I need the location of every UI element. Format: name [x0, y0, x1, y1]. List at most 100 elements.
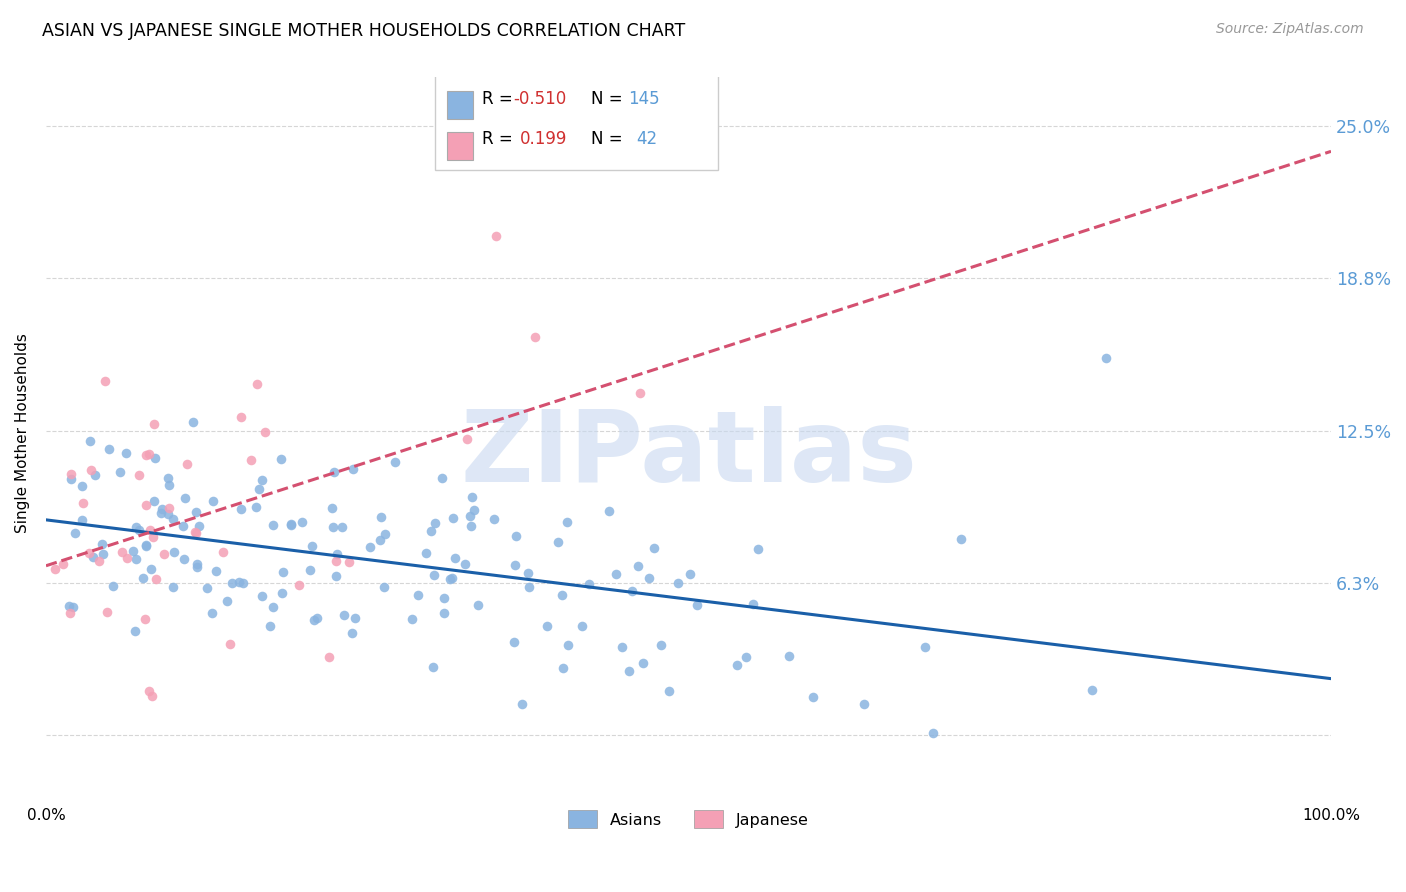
Point — [128, 467, 150, 482]
Text: 0.199: 0.199 — [520, 130, 568, 148]
Point — [322, 465, 344, 479]
Point — [111, 545, 134, 559]
Point — [598, 504, 620, 518]
Point — [162, 580, 184, 594]
Point — [280, 518, 302, 533]
Point — [578, 577, 600, 591]
Point — [406, 588, 429, 602]
Text: 100.0%: 100.0% — [1302, 808, 1360, 823]
Point — [337, 555, 360, 569]
Point — [188, 519, 211, 533]
Point — [80, 463, 103, 477]
Point — [368, 533, 391, 548]
Point — [124, 624, 146, 639]
Point — [621, 583, 644, 598]
Point — [949, 532, 972, 546]
Point — [153, 548, 176, 562]
Point — [332, 520, 354, 534]
Point — [617, 665, 640, 679]
Point — [1095, 351, 1118, 365]
Point — [245, 500, 267, 515]
Point — [125, 552, 148, 566]
Point — [778, 648, 800, 663]
Point — [163, 545, 186, 559]
Point — [83, 467, 105, 482]
Point — [135, 537, 157, 551]
Point — [240, 453, 263, 467]
Point — [332, 608, 354, 623]
Point — [59, 606, 82, 620]
FancyBboxPatch shape — [436, 75, 718, 170]
Point — [343, 611, 366, 625]
Point — [666, 576, 689, 591]
Point — [156, 507, 179, 521]
Point — [96, 605, 118, 619]
Point — [217, 593, 239, 607]
Point — [183, 525, 205, 540]
Point — [142, 530, 165, 544]
Text: N =: N = — [591, 89, 627, 108]
Point — [259, 619, 281, 633]
Legend: Asians, Japanese: Asians, Japanese — [562, 804, 815, 834]
Point — [555, 516, 578, 530]
Point — [115, 446, 138, 460]
Point — [157, 500, 180, 515]
Point — [143, 451, 166, 466]
Point — [460, 508, 482, 523]
Point — [204, 564, 226, 578]
Point — [228, 574, 250, 589]
Point — [456, 433, 478, 447]
Point — [401, 612, 423, 626]
Point — [201, 494, 224, 508]
Point — [176, 457, 198, 471]
Point — [433, 606, 456, 620]
Point — [679, 566, 702, 581]
Point — [186, 560, 208, 574]
Point — [79, 434, 101, 449]
Text: 0.0%: 0.0% — [27, 808, 65, 823]
Point — [253, 425, 276, 440]
Point — [433, 591, 456, 606]
Point — [108, 465, 131, 479]
Point — [747, 541, 769, 556]
Point — [505, 529, 527, 543]
Text: 42: 42 — [636, 130, 657, 148]
Point — [232, 575, 254, 590]
Point — [82, 549, 104, 564]
Point — [91, 547, 114, 561]
Point — [536, 619, 558, 633]
Point — [460, 518, 482, 533]
Point — [503, 635, 526, 649]
Text: ASIAN VS JAPANESE SINGLE MOTHER HOUSEHOLDS CORRELATION CHART: ASIAN VS JAPANESE SINGLE MOTHER HOUSEHOL… — [42, 22, 686, 40]
Point — [150, 501, 173, 516]
Point — [173, 491, 195, 505]
Point — [250, 589, 273, 603]
Point — [384, 455, 406, 469]
Text: 145: 145 — [628, 89, 659, 108]
Point — [162, 512, 184, 526]
Point — [101, 579, 124, 593]
Point — [422, 659, 444, 673]
Point — [132, 571, 155, 585]
Text: ZIPatlas: ZIPatlas — [460, 406, 917, 503]
Point — [430, 470, 453, 484]
Point — [463, 503, 485, 517]
Point — [195, 581, 218, 595]
Point — [270, 586, 292, 600]
Point — [186, 557, 208, 571]
Point — [444, 550, 467, 565]
Text: R =: R = — [482, 130, 523, 148]
Point — [262, 518, 284, 533]
Point — [318, 650, 340, 665]
Point — [423, 516, 446, 530]
Point — [322, 519, 344, 533]
Point — [250, 474, 273, 488]
Point — [270, 452, 292, 467]
Point — [326, 547, 349, 561]
Point — [60, 467, 83, 482]
Text: -0.510: -0.510 — [513, 89, 567, 108]
Point — [523, 330, 546, 344]
Point — [247, 482, 270, 496]
Point — [307, 611, 329, 625]
Point — [138, 684, 160, 698]
